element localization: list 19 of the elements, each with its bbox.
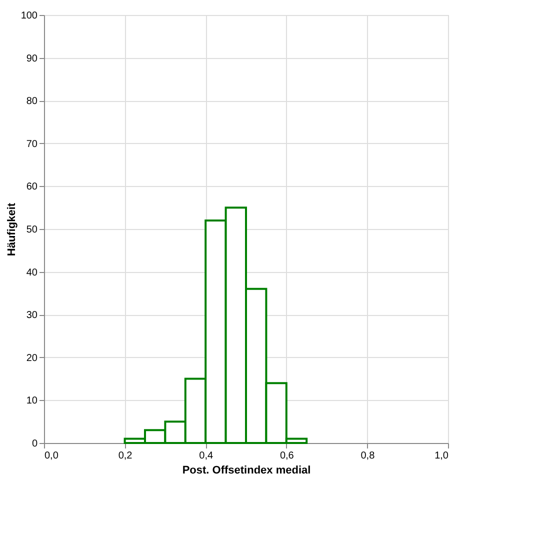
y-tick-label: 30 — [26, 310, 38, 322]
y-tick-label: 100 — [20, 10, 38, 22]
x-tick-label: 0,6 — [280, 450, 294, 462]
x-tick-label: 1,0 — [434, 450, 449, 462]
y-tick-label: 80 — [26, 96, 38, 108]
y-tick-label: 40 — [26, 267, 38, 278]
y-tick-label: 50 — [26, 224, 38, 236]
y-tick-label: 60 — [26, 182, 38, 193]
y-tick-label: 10 — [26, 396, 38, 407]
x-tick-label: 0,8 — [360, 450, 376, 462]
y-tick-label: 90 — [26, 53, 38, 64]
y-tick-label: 0 — [32, 438, 38, 450]
x-axis-title: Post. Offsetindex medial — [182, 464, 311, 476]
x-tick-label: 0,2 — [118, 450, 133, 462]
y-axis-title: Häufigkeit — [6, 202, 18, 256]
x-tick-label: 0,0 — [44, 450, 59, 462]
x-tick-label: 0,4 — [199, 450, 214, 462]
y-tick-label: 20 — [26, 352, 38, 364]
y-tick-label: 70 — [26, 138, 38, 150]
